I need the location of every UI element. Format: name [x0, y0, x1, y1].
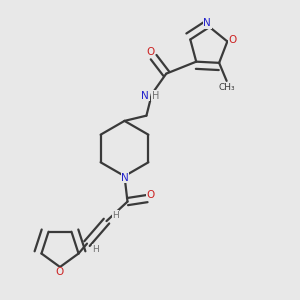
Text: H: H: [112, 211, 119, 220]
Text: N: N: [121, 173, 129, 183]
Text: N: N: [141, 91, 149, 100]
Text: O: O: [55, 267, 64, 278]
Text: N: N: [203, 18, 211, 28]
Text: CH₃: CH₃: [219, 83, 236, 92]
Text: O: O: [146, 47, 155, 57]
Text: O: O: [229, 35, 237, 45]
Text: H: H: [152, 91, 159, 100]
Text: O: O: [146, 190, 155, 200]
Text: H: H: [93, 244, 99, 253]
